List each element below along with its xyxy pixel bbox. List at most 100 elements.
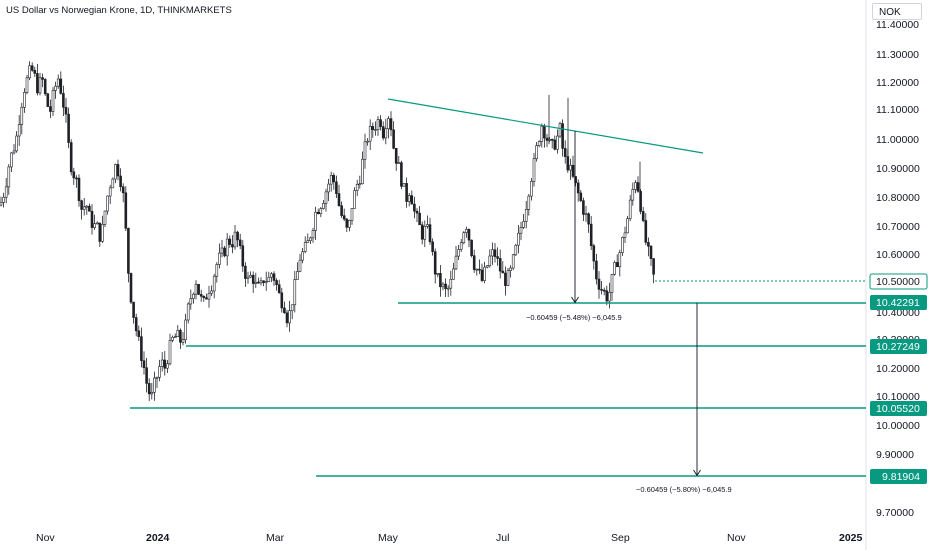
candle-body [67, 113, 70, 143]
candle-body [389, 118, 393, 131]
candle-body [228, 238, 232, 245]
candle-body [631, 189, 635, 201]
candle-body [407, 195, 411, 202]
candle-body [605, 290, 609, 302]
candle-body [202, 295, 206, 299]
candle-body [381, 126, 385, 139]
candle-body [569, 164, 572, 171]
candle-body [311, 230, 315, 239]
candle-body [358, 183, 362, 186]
candle-body [465, 229, 468, 233]
candle-body [652, 258, 655, 275]
candle-body [649, 245, 653, 259]
y-tick: 9.70000 [876, 507, 914, 519]
x-tick: Jul [496, 532, 509, 544]
candle-body [121, 186, 125, 194]
y-axis[interactable]: 11.40000 11.30000 11.20000 11.10000 11.0… [876, 19, 920, 519]
candle-body [488, 255, 492, 267]
y-tick: 11.40000 [876, 19, 919, 31]
candle-body [589, 223, 593, 247]
candle-body [457, 249, 460, 257]
candle-body [610, 274, 614, 293]
candle-body [262, 280, 265, 283]
candle-body [119, 175, 122, 188]
candle-body [264, 281, 268, 283]
candle-body [485, 265, 489, 268]
descending-trendline[interactable] [387, 98, 704, 154]
candle-body [241, 245, 245, 267]
candle-body [12, 150, 16, 154]
candle-body [111, 178, 115, 189]
candle-body [511, 254, 515, 269]
candle-body [251, 274, 255, 284]
candle-body [176, 329, 180, 337]
candle-body [558, 123, 562, 137]
candle-body [335, 181, 338, 194]
candle-body [532, 158, 536, 182]
candle-body [584, 213, 588, 216]
candle-body [582, 200, 585, 215]
y-tick: 11.20000 [876, 77, 919, 89]
candle-body [415, 210, 419, 214]
candle-body [587, 213, 590, 225]
x-tick: Sep [611, 532, 630, 544]
candle-body [478, 268, 481, 271]
candle-body [579, 192, 583, 201]
candle-body [309, 237, 312, 241]
candle-body [33, 70, 37, 74]
candle-body [501, 270, 505, 274]
candle-body [623, 232, 627, 238]
candle-body [522, 221, 525, 228]
candle-body [504, 272, 507, 286]
candle-body [454, 255, 458, 270]
candle-body [103, 210, 107, 225]
candle-body [314, 211, 317, 231]
currency-selector[interactable]: NOK [872, 3, 922, 20]
candle-body [207, 292, 211, 300]
x-tick: 2024 [146, 532, 170, 544]
candle-body [374, 129, 377, 131]
candle-body [225, 238, 229, 257]
candle-body [77, 177, 81, 201]
measurement-2[interactable]: −0.60459 (−5.80%) −6,045.9 [636, 303, 732, 494]
candle-body [85, 205, 89, 208]
y-tick: 10.80000 [876, 192, 920, 204]
candle-body [405, 183, 408, 202]
svg-text:10.27249: 10.27249 [876, 341, 920, 353]
candle-body [236, 231, 239, 241]
candle-body [160, 359, 164, 367]
candle-body [397, 162, 401, 164]
candle-body [223, 247, 226, 257]
y-tick: 9.90000 [876, 449, 914, 461]
measurement-1[interactable]: −0.60459 (−5.48%) −6,045.9 [526, 131, 622, 322]
candle-body [514, 244, 518, 256]
candle-body [449, 279, 453, 289]
candle-body [142, 360, 146, 369]
candle-body [0, 202, 3, 206]
candle-body [595, 260, 598, 280]
candle-body [613, 262, 616, 275]
x-tick: Nov [36, 532, 55, 544]
candle-body [483, 266, 486, 281]
candle-body [272, 273, 276, 281]
chart-title: US Dollar vs Norwegian Krone, 1D, THINKM… [6, 5, 232, 16]
candle-body [212, 275, 216, 292]
candle-body [153, 377, 156, 393]
candle-body [459, 242, 463, 250]
candle-body [444, 283, 447, 289]
candle-body [550, 139, 554, 141]
candle-body [249, 274, 252, 278]
candle-body [319, 208, 323, 215]
candle-body [332, 175, 336, 183]
candle-body [527, 195, 531, 210]
candle-body [277, 284, 281, 294]
candle-body [355, 183, 359, 191]
x-tick: May [378, 532, 399, 544]
x-axis[interactable]: Nov 2024 Mar May Jul Sep Nov 2025 [36, 532, 863, 544]
candle-body [316, 211, 320, 215]
candle-body [423, 226, 427, 240]
candle-body [361, 158, 364, 185]
candle-body [467, 229, 471, 241]
candle-body [168, 339, 172, 365]
